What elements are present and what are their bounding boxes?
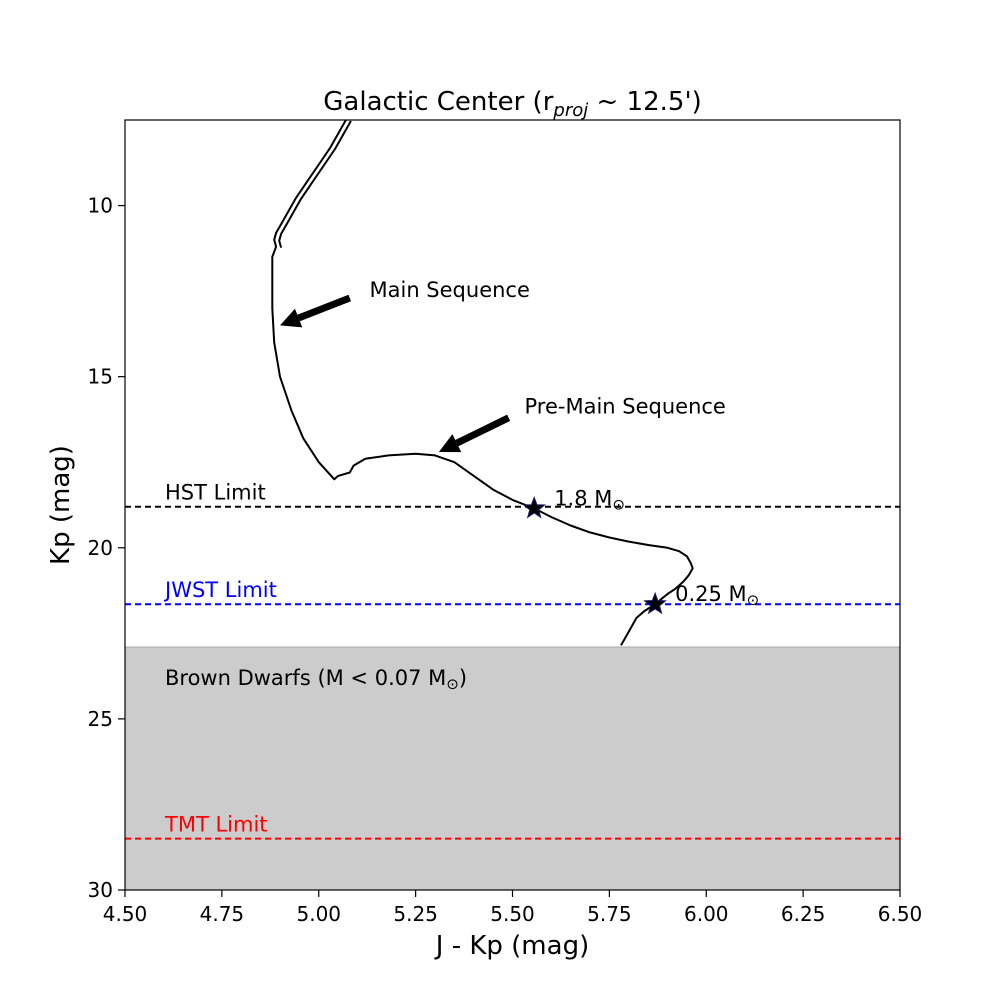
annotation-arrow-head-0 xyxy=(280,308,303,328)
mass-marker-label-text-1: 0.25 M xyxy=(675,582,747,606)
x-tick-label: 6.50 xyxy=(878,902,923,926)
y-tick-label: 30 xyxy=(88,878,113,902)
mass-marker-label-0: 1.8 M⊙ xyxy=(554,486,625,513)
sun-symbol: ⊙ xyxy=(612,495,625,513)
y-tick-label: 25 xyxy=(88,707,113,731)
annotation-arrow-shaft-1 xyxy=(455,414,511,447)
x-tick-label: 5.50 xyxy=(490,902,535,926)
y-tick-label: 15 xyxy=(88,365,113,389)
brown-dwarf-label: Brown Dwarfs (M < 0.07 M⊙) xyxy=(165,666,467,693)
chart-title-main: Galactic Center (r xyxy=(323,87,553,117)
x-tick-label: 4.75 xyxy=(200,902,245,926)
sun-symbol: ⊙ xyxy=(446,675,459,693)
brown-dwarf-label-close: ) xyxy=(459,666,467,690)
x-tick-label: 5.25 xyxy=(393,902,438,926)
x-tick-label: 4.50 xyxy=(103,902,148,926)
y-axis-label: Kp (mag) xyxy=(46,445,76,565)
y-tick-label: 10 xyxy=(88,194,113,218)
limit-label-jwst: JWST Limit xyxy=(163,578,277,602)
brown-dwarf-region xyxy=(125,646,900,890)
x-axis-label: J - Kp (mag) xyxy=(434,931,589,961)
brown-dwarf-label-text: Brown Dwarfs (M < 0.07 M xyxy=(165,666,446,690)
mass-marker-star-1 xyxy=(643,591,667,615)
isochrone-upper-branch-line xyxy=(278,120,352,248)
isochrone-line xyxy=(271,120,694,646)
annotation-arrow-shaft-0 xyxy=(297,294,352,322)
mass-marker-label-1: 0.25 M⊙ xyxy=(675,582,759,609)
annotation-label-0: Main Sequence xyxy=(370,278,530,302)
mass-marker-label-text-0: 1.8 M xyxy=(554,486,612,510)
x-tick-label: 5.00 xyxy=(296,902,341,926)
limit-label-tmt: TMT Limit xyxy=(164,813,268,837)
x-tick-label: 6.25 xyxy=(781,902,826,926)
chart-title-subscript: proj xyxy=(552,100,588,121)
annotation-label-1: Pre-Main Sequence xyxy=(525,394,726,418)
y-tick-label: 20 xyxy=(88,536,113,560)
sun-symbol: ⊙ xyxy=(747,591,760,609)
x-tick-label: 6.00 xyxy=(684,902,729,926)
x-tick-label: 5.75 xyxy=(587,902,632,926)
mass-marker-star-0 xyxy=(522,495,547,519)
chart-title: Galactic Center (rproj ~ 12.5') xyxy=(323,87,701,121)
limit-label-hst: HST Limit xyxy=(165,481,266,505)
chart-title-suffix: ~ 12.5') xyxy=(588,87,702,117)
annotation-arrow-head-1 xyxy=(438,434,462,453)
